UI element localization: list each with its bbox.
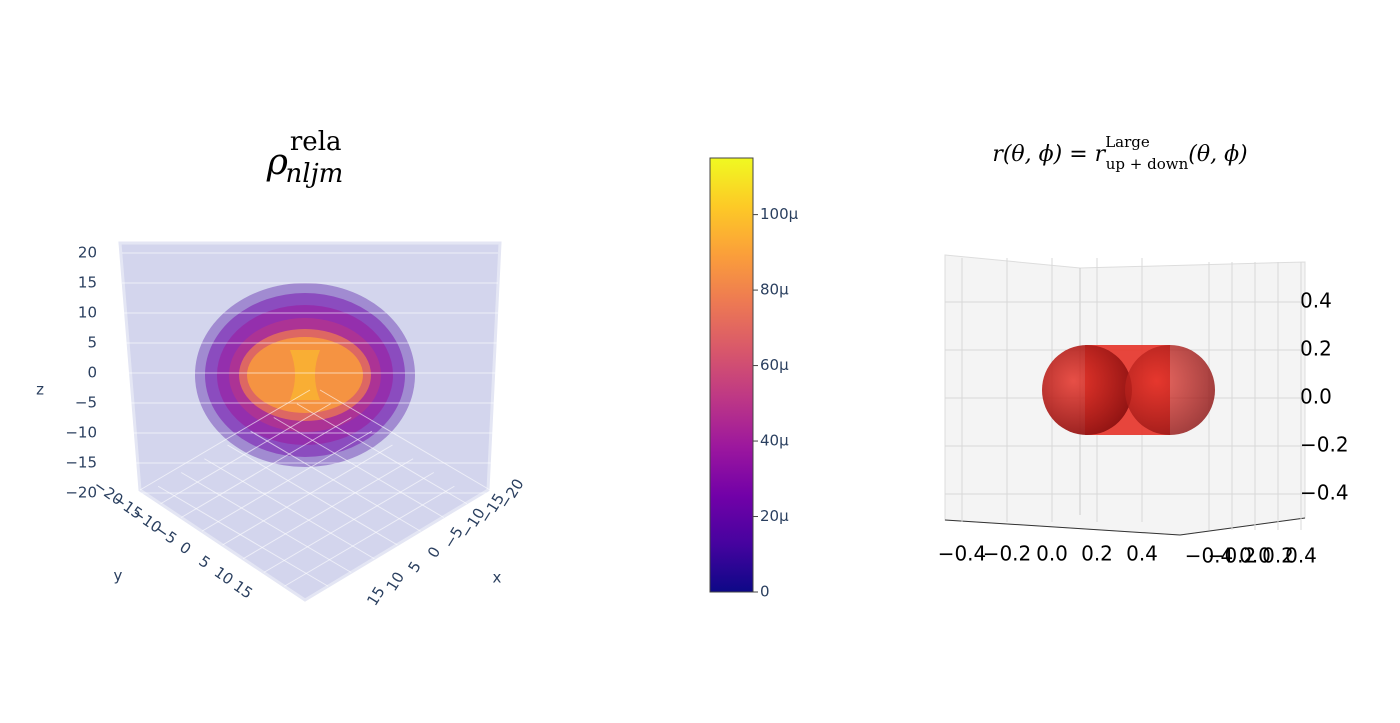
grid-line [157,485,329,587]
colorbar-ramp [709,157,754,593]
x-tick-label: 5 [405,558,425,576]
left-title: ρrela nljm [266,127,344,189]
colorbar-tick-label: 40μ [760,432,789,450]
axis-line [944,517,1306,536]
y-tick-label: −0.4 [1185,544,1234,568]
grid-line [263,472,435,573]
right-title: r(θ, ϕ) = rLarge up + down(θ, ϕ) [992,133,1247,173]
grid-line [284,485,455,587]
z-tick-label: 15 [78,274,97,292]
grid-line [201,430,373,532]
surface [1042,345,1132,435]
x-tick-label: 0 [424,543,444,561]
colorbar-tick-label: 20μ [760,507,789,525]
y-tick-label: −0.2 [1208,544,1257,568]
x-axis-label: x [493,569,502,587]
z-tick-label: 0.4 [1300,289,1332,313]
isosurfaces [195,283,415,467]
x-tick-label: 0.0 [1036,542,1068,566]
y-tick-label: 15 [230,577,256,603]
z-tick-label: 0 [87,364,97,382]
colorbar-tick-label: 80μ [760,281,789,299]
grid-line [227,444,398,546]
volume-plot: ρrela nljm z y x 20151050−5−10−15−20−20−1… [36,127,528,609]
grid-line [319,389,491,491]
y-tick-label: 10 [211,563,237,589]
grid-line [296,403,468,505]
z-tick-label: −10 [65,424,97,442]
z-tick-label: −0.2 [1300,433,1349,457]
y-axis-label: y [114,567,123,585]
grid-line [242,458,414,560]
surface [1125,345,1215,435]
z-tick-label: 0.0 [1300,385,1332,409]
z-tick-label: 5 [87,334,97,352]
z-tick-label: 20 [78,244,97,262]
y-tick-label: 5 [195,552,213,572]
colorbar-tick-label: 60μ [760,356,789,374]
z-tick-label: −0.4 [1300,481,1349,505]
grid-line [222,444,393,546]
x-tick-label: −0.4 [938,542,987,566]
grid-line [160,403,331,505]
x-tick-label: 0.4 [1126,542,1158,566]
z-tick-label: 10 [78,304,97,322]
z-axis-label: z [36,381,44,399]
z-tick-label: 0.2 [1300,337,1332,361]
x-tick-label: −0.2 [983,542,1032,566]
colorbar: 0 20μ 40μ 60μ 80μ 100μ [709,157,799,601]
x-tick-label: 0.2 [1081,542,1113,566]
y-tick-label: 0 [176,538,194,558]
surface-plot: r(θ, ϕ) = rLarge up + down(θ, ϕ) 0.40.20.… [938,133,1349,568]
grid-line [204,458,375,560]
grid-line [250,430,421,532]
colorbar-tick-label: 0 [760,583,770,601]
x-tick-label: 10 [383,569,408,595]
grid-line [180,472,352,573]
colorbar-tick-label: 100μ [760,205,799,223]
z-tick-label: −5 [75,394,97,412]
grid-line [273,417,445,518]
isosurface-core [290,350,320,400]
y-tick-label: 0.4 [1285,544,1317,568]
y-tick-label: 0.2 [1262,544,1294,568]
grid-line [139,389,311,491]
z-tick-label: −20 [65,484,97,502]
z-tick-label: −15 [65,454,97,472]
y-tick-label: 0.0 [1239,544,1271,568]
